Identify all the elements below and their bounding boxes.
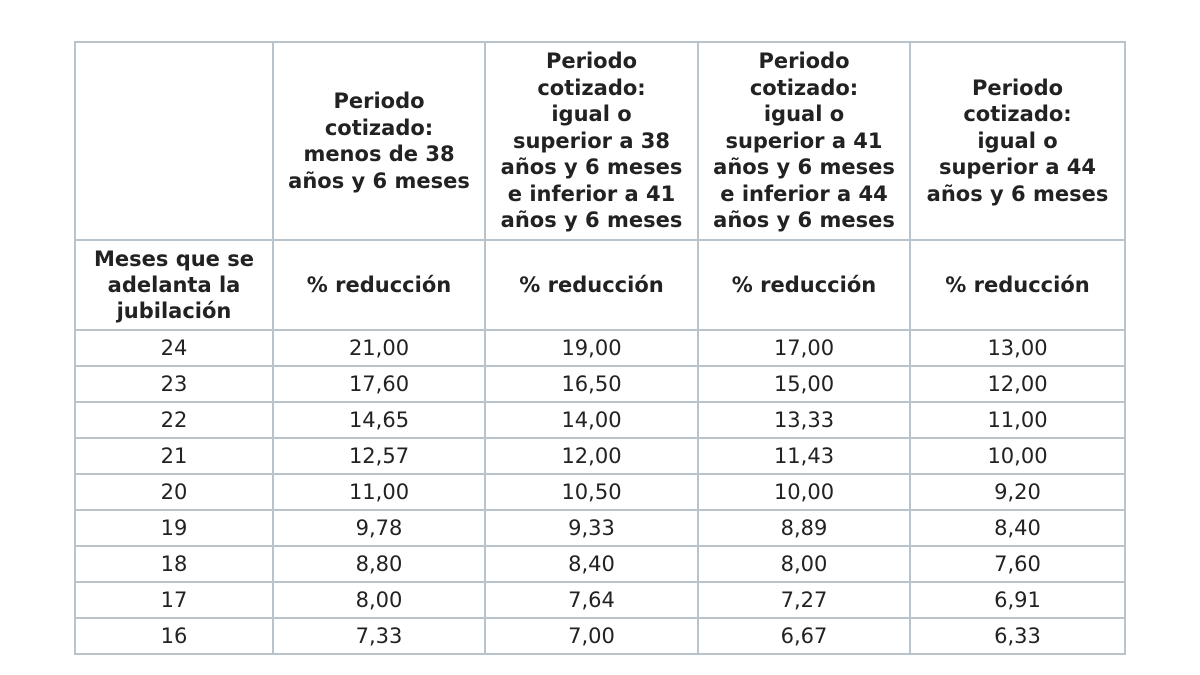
reduction-cell: 8,40 (909, 509, 1126, 547)
months-cell: 24 (74, 329, 274, 367)
reduction-cell: 21,00 (272, 329, 486, 367)
reduction-cell: 17,60 (272, 365, 486, 403)
period-header-44-plus: Periodo cotizado: igual o superior a 44 … (909, 41, 1126, 241)
period-header-row: Periodo cotizado: menos de 38 años y 6 m… (74, 41, 1126, 241)
period-header-line: Periodo (758, 49, 850, 74)
table-row: 19 9,78 9,33 8,89 8,40 (74, 509, 1126, 547)
period-header-line: superior a 44 (938, 155, 1097, 180)
table-row: 16 7,33 7,00 6,67 6,33 (74, 617, 1126, 655)
period-header-line: años y 6 meses (713, 208, 895, 233)
reduction-cell: 12,57 (272, 437, 486, 475)
period-header-line: igual o (551, 102, 632, 127)
reduction-cell: 19,00 (484, 329, 699, 367)
reduction-cell: 11,00 (909, 401, 1126, 439)
reduction-header: % reducción (484, 239, 699, 331)
reduction-cell: 12,00 (484, 437, 699, 475)
reduction-cell: 7,64 (484, 581, 699, 619)
period-header-line: igual o (763, 102, 845, 127)
period-header-line: igual o (977, 128, 1058, 153)
reduction-cell: 8,80 (272, 545, 486, 583)
months-cell: 22 (74, 401, 274, 439)
table-row: 20 11,00 10,50 10,00 9,20 (74, 473, 1126, 511)
reduction-cell: 8,00 (272, 581, 486, 619)
months-cell: 21 (74, 437, 274, 475)
months-advanced-header: Meses que se adelanta la jubilación (74, 239, 274, 331)
table-row: 24 21,00 19,00 17,00 13,00 (74, 329, 1126, 367)
reduction-cell: 8,40 (484, 545, 699, 583)
period-header-line: años y 6 meses (926, 181, 1109, 206)
reduction-cell: 16,50 (484, 365, 699, 403)
reduction-cell: 11,00 (272, 473, 486, 511)
reduction-cell: 14,65 (272, 401, 486, 439)
months-cell: 19 (74, 509, 274, 547)
period-header-line: cotizado: (324, 115, 434, 140)
period-header-line: superior a 38 (512, 128, 671, 153)
period-header-line: cotizado: (963, 102, 1072, 127)
reduction-header: % reducción (272, 239, 486, 331)
period-header-line: años y 6 meses (713, 155, 895, 180)
reduction-cell: 10,00 (697, 473, 911, 511)
reduction-cell: 6,33 (909, 617, 1126, 655)
reduction-cell: 13,00 (909, 329, 1126, 367)
reduction-cell: 12,00 (909, 365, 1126, 403)
period-header-less-38: Periodo cotizado: menos de 38 años y 6 m… (272, 41, 486, 241)
reduction-table-container: Periodo cotizado: menos de 38 años y 6 m… (74, 41, 1126, 655)
period-header-line: menos de 38 (303, 142, 455, 166)
period-header-38-to-41: Periodo cotizado: igual o superior a 38 … (484, 41, 699, 241)
reduction-cell: 9,20 (909, 473, 1126, 511)
reduction-cell: 9,78 (272, 509, 486, 547)
months-cell: 16 (74, 617, 274, 655)
months-cell: 17 (74, 581, 274, 619)
reduction-cell: 8,89 (697, 509, 911, 547)
months-header-line: adelanta la (107, 273, 241, 297)
reduction-header: % reducción (909, 239, 1126, 331)
period-header-line: superior a 41 (725, 128, 883, 153)
reduction-cell: 7,60 (909, 545, 1126, 583)
period-header-41-to-44: Periodo cotizado: igual o superior a 41 … (697, 41, 911, 241)
months-cell: 20 (74, 473, 274, 511)
period-header-line: Periodo (333, 89, 425, 113)
table-row: 23 17,60 16,50 15,00 12,00 (74, 365, 1126, 403)
months-cell: 23 (74, 365, 274, 403)
table-row: 17 8,00 7,64 7,27 6,91 (74, 581, 1126, 619)
reduction-cell: 7,33 (272, 617, 486, 655)
reduction-cell: 14,00 (484, 401, 699, 439)
period-header-line: años y 6 meses (500, 208, 683, 233)
reduction-table: Periodo cotizado: menos de 38 años y 6 m… (74, 41, 1126, 655)
table-row: 18 8,80 8,40 8,00 7,60 (74, 545, 1126, 583)
period-header-line: Periodo (971, 75, 1064, 100)
reduction-header: % reducción (697, 239, 911, 331)
reduction-cell: 7,27 (697, 581, 911, 619)
period-header-line: e inferior a 41 (507, 181, 676, 206)
corner-cell (74, 41, 274, 241)
period-header-line: años y 6 meses (500, 155, 683, 180)
reduction-cell: 10,50 (484, 473, 699, 511)
period-header-line: e inferior a 44 (720, 181, 888, 206)
period-header-line: años y 6 meses (288, 168, 470, 193)
reduction-cell: 10,00 (909, 437, 1126, 475)
reduction-cell: 17,00 (697, 329, 911, 367)
reduction-cell: 7,00 (484, 617, 699, 655)
reduction-cell: 8,00 (697, 545, 911, 583)
months-header-line: Meses que se (94, 247, 254, 271)
reduction-cell: 13,33 (697, 401, 911, 439)
reduction-cell: 6,91 (909, 581, 1126, 619)
period-header-line: Periodo (545, 49, 638, 74)
reduction-cell: 11,43 (697, 437, 911, 475)
months-header-line: jubilación (116, 299, 232, 323)
reduction-cell: 9,33 (484, 509, 699, 547)
table-row: 22 14,65 14,00 13,33 11,00 (74, 401, 1126, 439)
period-header-line: cotizado: (749, 75, 859, 100)
reduction-header-row: Meses que se adelanta la jubilación % re… (74, 239, 1126, 331)
reduction-cell: 6,67 (697, 617, 911, 655)
months-cell: 18 (74, 545, 274, 583)
table-row: 21 12,57 12,00 11,43 10,00 (74, 437, 1126, 475)
reduction-cell: 15,00 (697, 365, 911, 403)
period-header-line: cotizado: (537, 75, 646, 100)
